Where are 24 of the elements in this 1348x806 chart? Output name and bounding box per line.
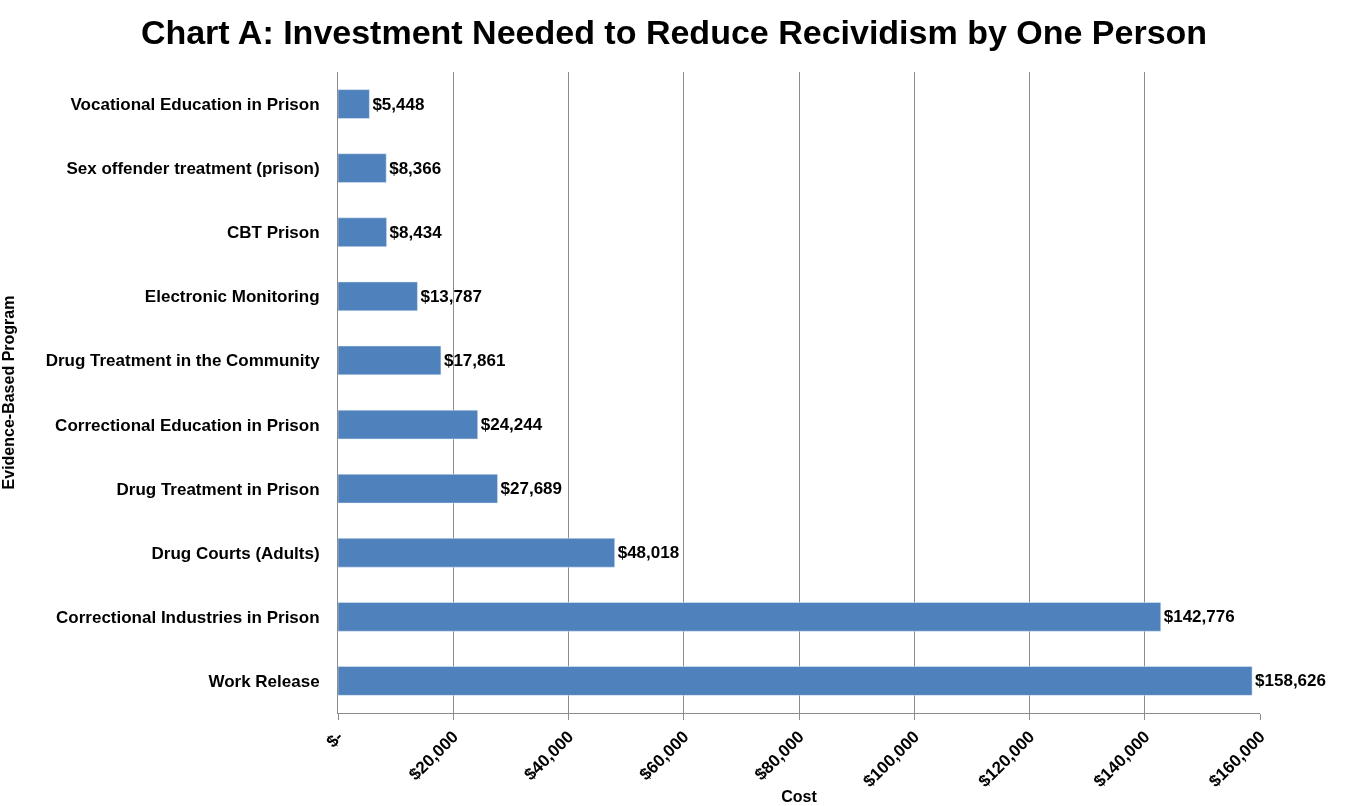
data-label: $17,861 bbox=[443, 350, 506, 370]
data-label: $158,626 bbox=[1255, 671, 1326, 691]
data-label: $8,366 bbox=[389, 158, 442, 178]
y-tick-label: Sex offender treatment (prison) bbox=[66, 159, 320, 179]
y-tick-label: Drug Treatment in the Community bbox=[45, 351, 321, 371]
y-tick-label: Correctional Industries in Prison bbox=[56, 607, 320, 627]
chart-title: Chart A: Investment Needed to Reduce Recividism by One Person bbox=[140, 12, 1208, 51]
data-label: $5,448 bbox=[372, 94, 425, 114]
data-label: $142,776 bbox=[1163, 607, 1235, 627]
data-label: $24,244 bbox=[480, 415, 543, 435]
data-label: $48,018 bbox=[617, 543, 680, 563]
y-axis-title: Evidence-Based Program bbox=[0, 295, 17, 490]
y-tick-label: Drug Treatment in Prison bbox=[116, 479, 320, 499]
data-label: $8,434 bbox=[389, 222, 443, 242]
y-tick-label: Work Release bbox=[208, 671, 320, 691]
x-axis-title: Cost bbox=[781, 787, 818, 805]
y-tick-label: Vocational Education in Prison bbox=[70, 95, 320, 114]
x-tick-label: $- bbox=[322, 727, 347, 752]
data-label: $13,787 bbox=[420, 286, 482, 306]
y-tick-label: Drug Courts (Adults) bbox=[151, 543, 320, 563]
y-tick-label: Electronic Monitoring bbox=[144, 287, 320, 307]
data-label: $27,689 bbox=[500, 479, 563, 499]
y-tick-label: Correctional Education in Prison bbox=[55, 415, 320, 435]
y-tick-label: CBT Prison bbox=[227, 223, 320, 243]
